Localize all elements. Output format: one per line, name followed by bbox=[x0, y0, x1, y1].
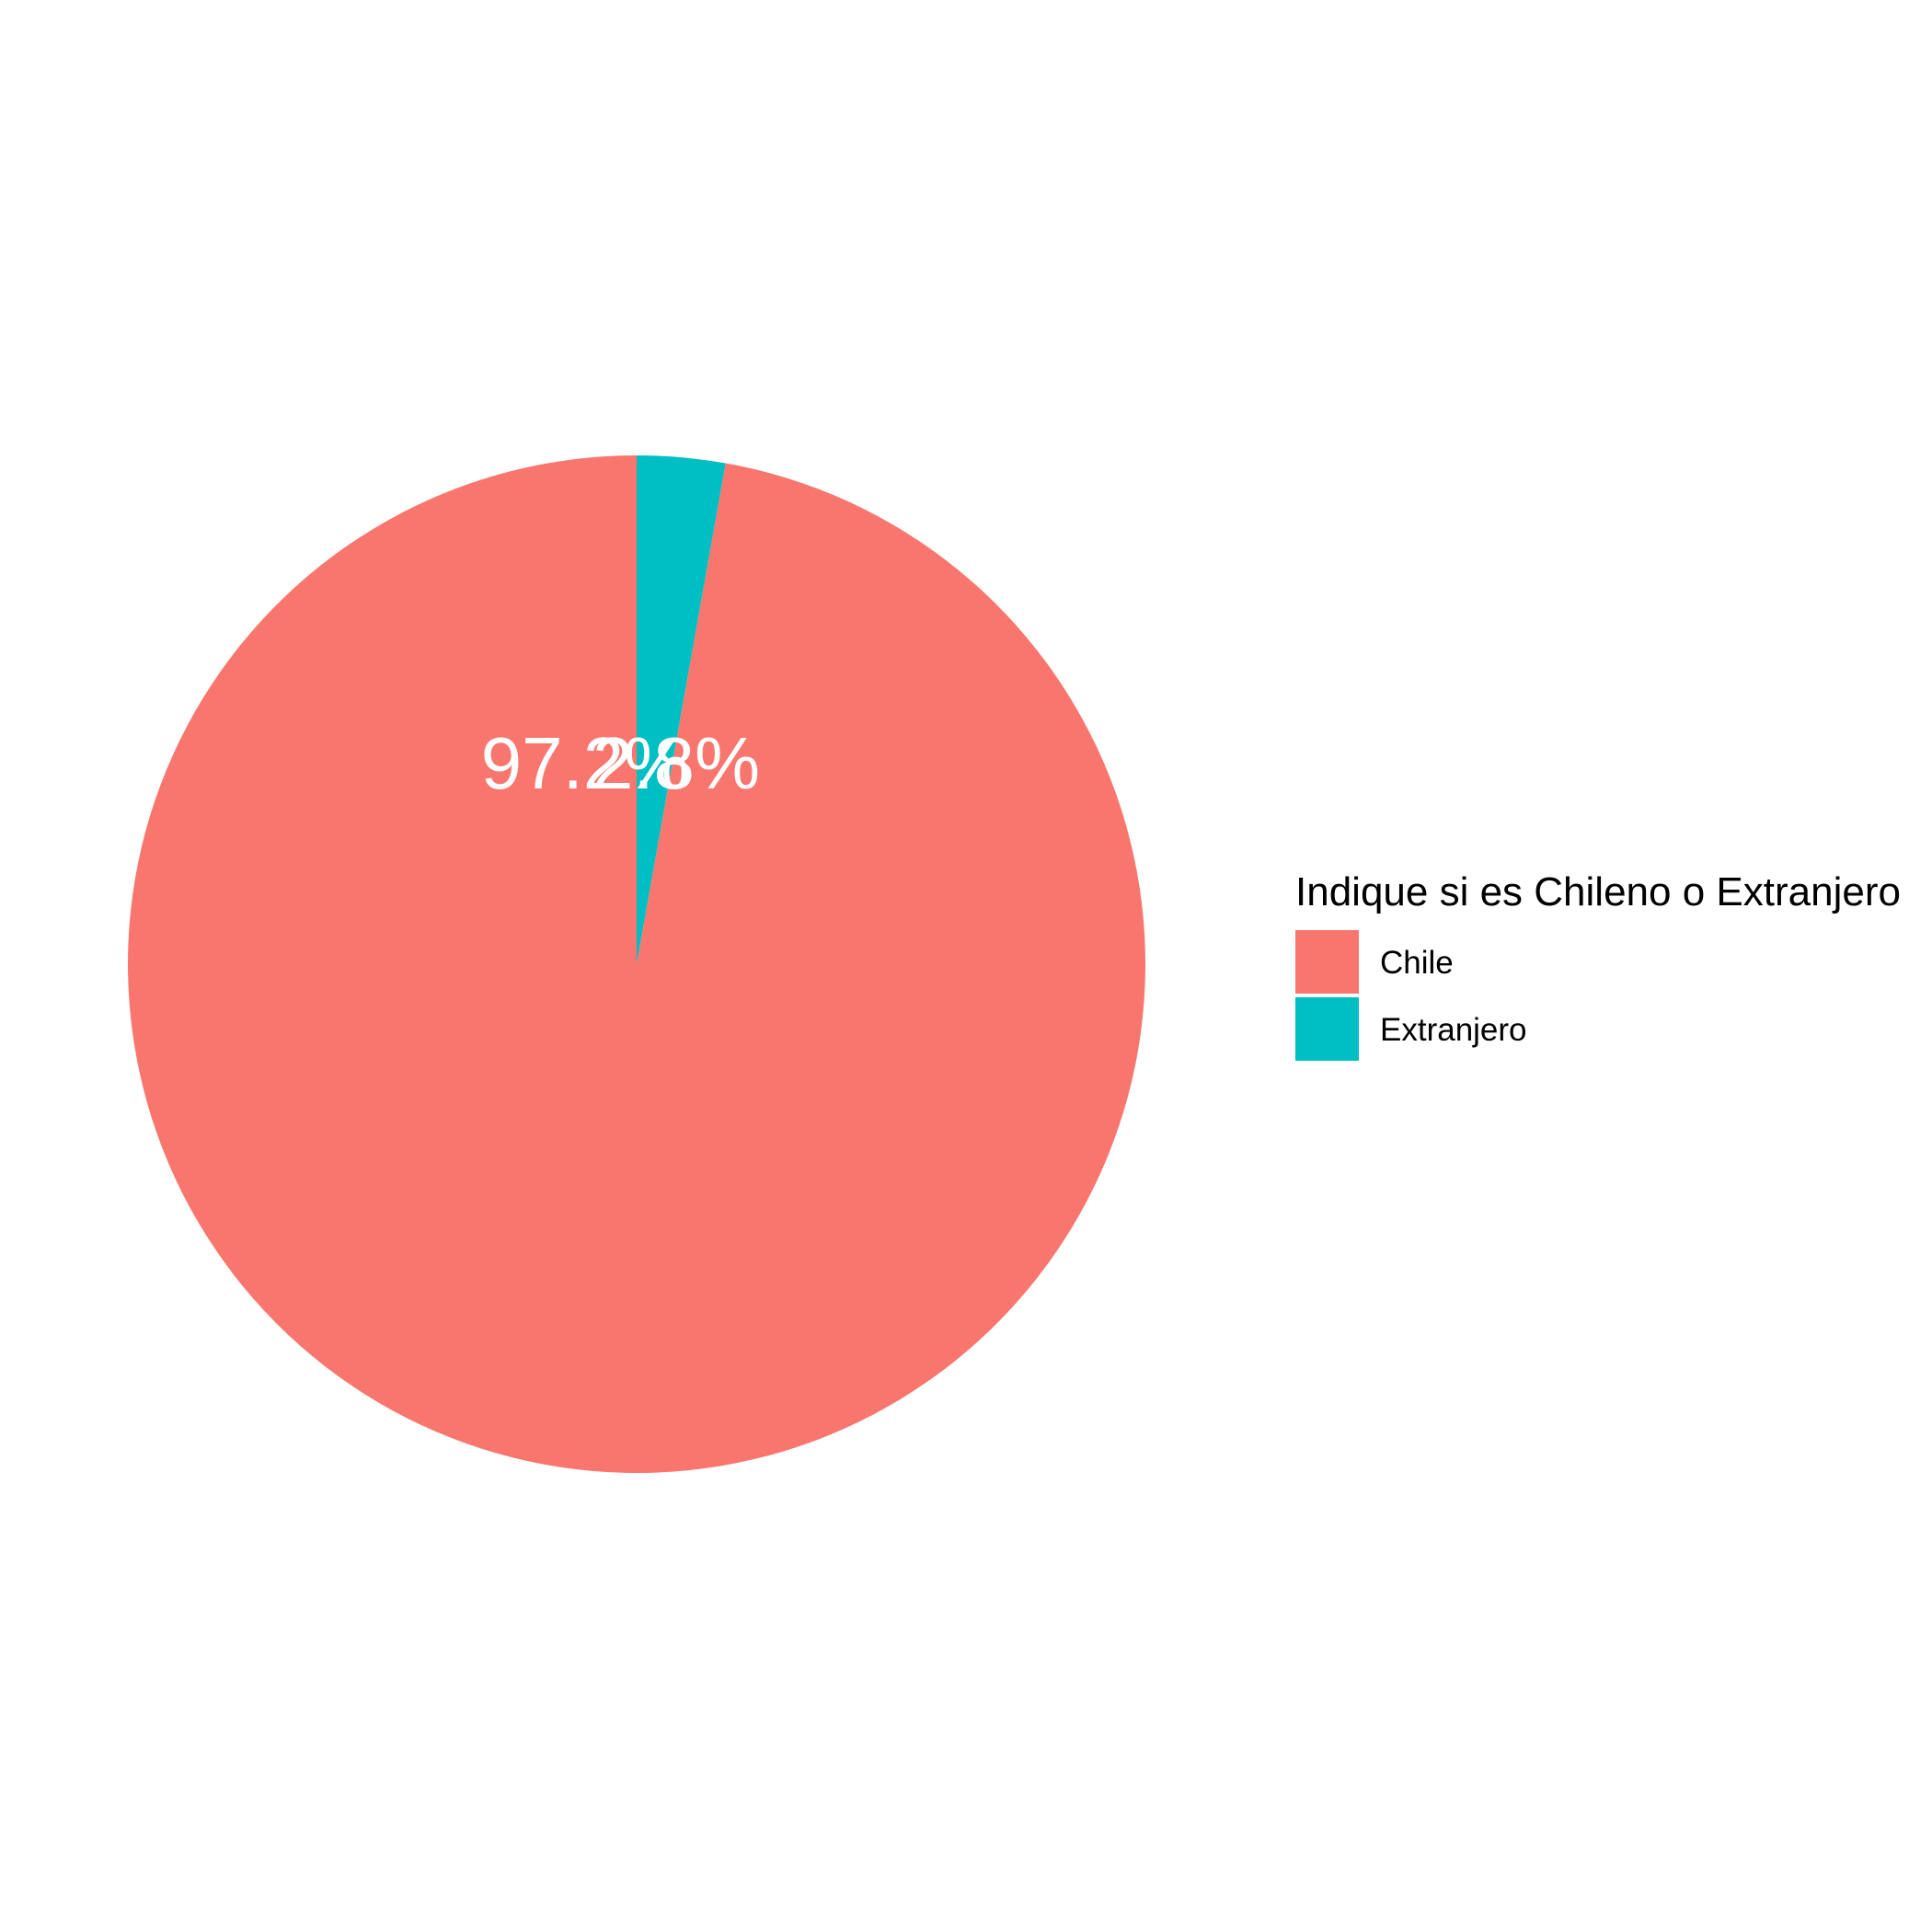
legend: Indique si es Chileno o Extranjero Chile… bbox=[1295, 869, 1901, 1061]
legend-label-extranjero: Extranjero bbox=[1380, 1012, 1527, 1048]
slice-label-chile: 97.2% bbox=[481, 722, 690, 804]
legend-key-extranjero bbox=[1295, 997, 1359, 1061]
pie-slice-chile bbox=[128, 455, 1146, 1473]
pie-slices bbox=[128, 455, 1146, 1473]
legend-title: Indique si es Chileno o Extranjero bbox=[1295, 869, 1901, 914]
pie-slice-extranjero bbox=[637, 455, 726, 964]
slice-label-extranjero: 2.8% bbox=[592, 722, 760, 804]
legend-items: Chile Extranjero bbox=[1295, 930, 1527, 1061]
pie-slice-labels: 97.2%2.8% bbox=[481, 722, 761, 804]
legend-label-chile: Chile bbox=[1380, 945, 1454, 981]
legend-key-chile bbox=[1295, 930, 1359, 994]
